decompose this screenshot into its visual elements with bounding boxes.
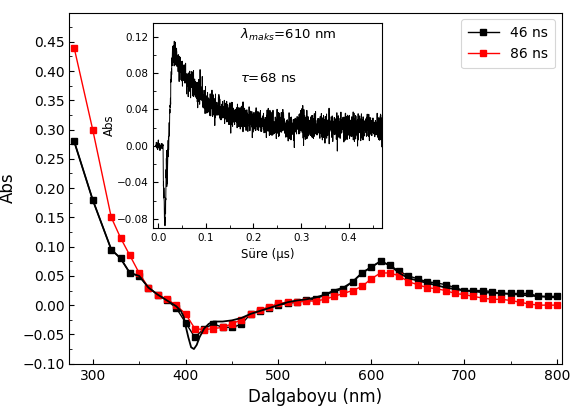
46 ns: [433, 280, 439, 285]
86 ns: [554, 303, 560, 308]
46 ns: [192, 335, 199, 340]
Y-axis label: Abs: Abs: [0, 173, 17, 204]
86 ns: [192, 326, 199, 331]
86 ns: [405, 279, 412, 284]
X-axis label: Süre (μs): Süre (μs): [241, 248, 295, 261]
86 ns: [71, 45, 78, 50]
86 ns: [247, 311, 254, 316]
46 ns: [201, 326, 208, 331]
X-axis label: Dalgaboyu (nm): Dalgaboyu (nm): [248, 388, 383, 406]
Y-axis label: Abs: Abs: [102, 115, 115, 136]
Line: 46 ns: 46 ns: [71, 138, 560, 340]
Text: $\lambda_{maks}$=610 nm: $\lambda_{maks}$=610 nm: [240, 27, 337, 43]
46 ns: [405, 273, 412, 278]
86 ns: [201, 327, 208, 332]
46 ns: [247, 311, 254, 316]
46 ns: [544, 294, 551, 299]
Text: $\tau$=68 ns: $\tau$=68 ns: [240, 72, 297, 85]
46 ns: [554, 294, 560, 299]
46 ns: [238, 322, 245, 327]
Line: 86 ns: 86 ns: [71, 45, 560, 332]
86 ns: [433, 286, 439, 291]
46 ns: [71, 139, 78, 144]
Legend: 46 ns, 86 ns: 46 ns, 86 ns: [461, 20, 555, 68]
86 ns: [238, 317, 245, 322]
86 ns: [544, 303, 551, 308]
